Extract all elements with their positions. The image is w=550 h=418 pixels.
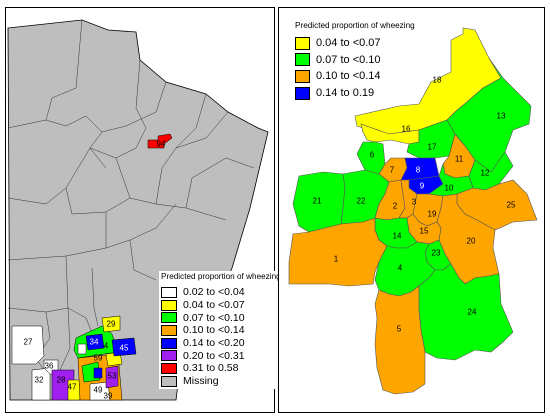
label-23: 23 [432, 249, 441, 258]
legend-title-left: Predicted proportion of wheezing [161, 272, 281, 281]
legend-left-item: 0.04 to <0.07 [161, 299, 281, 312]
region-label-32: 32 [35, 376, 44, 385]
legend-left-swatch [161, 286, 177, 298]
legend-left-item: 0.14 to <0.20 [161, 337, 281, 350]
legend-right-label: 0.07 to <0.10 [316, 53, 381, 66]
region-label-34: 34 [90, 338, 99, 347]
legend-right-swatch [295, 69, 310, 83]
region-label-49: 49 [94, 386, 103, 395]
region-south-white [89, 381, 111, 401]
legend-title-right: Predicted proportion of wheezing [295, 21, 415, 30]
legend-left-swatch [161, 337, 177, 349]
legend-right-swatch [295, 86, 310, 100]
legend-left-label: 0.10 to <0.14 [183, 324, 245, 337]
legend-left-swatch [161, 350, 177, 362]
legend-right-item: 0.04 to <0.07 [295, 35, 415, 52]
region-4 [77, 343, 87, 355]
region-label-39: 39 [104, 392, 113, 401]
label-8: 8 [416, 166, 421, 175]
legend-left: Predicted proportion of wheezing 0.02 to… [159, 271, 283, 389]
legend-left-swatch [161, 375, 177, 387]
legend-left-swatch [161, 362, 177, 374]
region-16 [360, 123, 420, 145]
label-12: 12 [481, 169, 490, 178]
region-label-59: 59 [94, 354, 103, 363]
label-1: 1 [334, 255, 339, 264]
legend-left-label: Missing [183, 375, 219, 388]
label-17: 17 [428, 143, 437, 152]
region-label-29: 29 [107, 320, 116, 329]
legend-left-swatch [161, 324, 177, 336]
legend-left-label: 0.02 to <0.04 [183, 286, 245, 299]
winnipeg-map-panel: 18 16 13 6 17 11 7 8 9 10 12 21 22 2 3 1… [278, 7, 545, 413]
label-20: 20 [467, 237, 476, 246]
region-32 [31, 367, 51, 401]
legend-left-label: 0.20 to <0.31 [183, 349, 245, 362]
region-label-28: 28 [57, 376, 66, 385]
label-24: 24 [468, 308, 477, 317]
region-45 [111, 337, 137, 357]
province-map-panel: 94 27 32 36 28 47 53 49 39 34 45 29 4 59… [5, 7, 283, 413]
label-22: 22 [357, 197, 366, 206]
label-15: 15 [420, 227, 429, 236]
region-borders [7, 19, 255, 381]
legend-left-item: Missing [161, 375, 281, 388]
label-6: 6 [370, 151, 375, 160]
label-21: 21 [313, 197, 322, 206]
label-2: 2 [393, 202, 398, 211]
legend-left-item: 0.07 to <0.10 [161, 311, 281, 324]
region-south-purple [105, 365, 119, 389]
label-4: 4 [398, 264, 403, 273]
label-10: 10 [445, 184, 454, 193]
winnipeg-map: 18 16 13 6 17 11 7 8 9 10 12 21 22 2 3 1… [288, 27, 538, 395]
legend-right-item: 0.14 to 0.19 [295, 85, 415, 102]
legend-left-item: 0.10 to <0.14 [161, 324, 281, 337]
region-label-94: 94 [157, 140, 166, 149]
region-label-45: 45 [120, 344, 129, 353]
region-34 [85, 333, 105, 351]
label-25: 25 [507, 201, 516, 210]
region-label-47: 47 [68, 383, 77, 392]
region-label-4: 4 [104, 342, 109, 351]
label-11: 11 [455, 155, 464, 164]
label-13: 13 [497, 112, 506, 121]
label-3: 3 [412, 198, 417, 207]
label-14: 14 [393, 232, 402, 241]
region-94 [147, 133, 173, 149]
legend-left-swatch [161, 312, 177, 324]
region-label-53: 53 [108, 372, 117, 381]
label-19: 19 [428, 210, 437, 219]
neighbourhood-labels: 18 16 13 6 17 11 7 8 9 10 12 21 22 2 3 1… [313, 76, 516, 334]
region-south-blue-small [93, 367, 103, 379]
region-label-36: 36 [45, 362, 54, 371]
legend-right-item: 0.10 to <0.14 [295, 68, 415, 85]
legend-left-label: 0.07 to <0.10 [183, 311, 245, 324]
label-18: 18 [433, 76, 442, 85]
legend-right-item: 0.07 to <0.10 [295, 52, 415, 69]
label-7: 7 [390, 166, 395, 175]
legend-right-swatch [295, 53, 310, 67]
region-29 [101, 315, 121, 333]
legend-right: Predicted proportion of wheezing 0.04 to… [295, 21, 415, 101]
neighbourhood-polygons [288, 27, 538, 395]
label-5: 5 [397, 325, 402, 334]
label-9: 9 [420, 182, 425, 191]
region-27 [11, 325, 45, 365]
legend-right-swatch [295, 36, 310, 50]
legend-left-item: 0.02 to <0.04 [161, 286, 281, 299]
region-5 [374, 285, 426, 395]
legend-left-item: 0.20 to <0.31 [161, 349, 281, 362]
legend-right-label: 0.14 to 0.19 [316, 87, 375, 100]
label-16: 16 [402, 125, 411, 134]
legend-left-item: 0.31 to 0.58 [161, 362, 281, 375]
legend-left-label: 0.31 to 0.58 [183, 362, 239, 375]
legend-left-label: 0.04 to <0.07 [183, 299, 245, 312]
legend-left-label: 0.14 to <0.20 [183, 337, 245, 350]
legend-right-label: 0.04 to <0.07 [316, 37, 381, 50]
legend-right-label: 0.10 to <0.14 [316, 70, 381, 83]
legend-left-swatch [161, 299, 177, 311]
region-label-27: 27 [24, 338, 33, 347]
